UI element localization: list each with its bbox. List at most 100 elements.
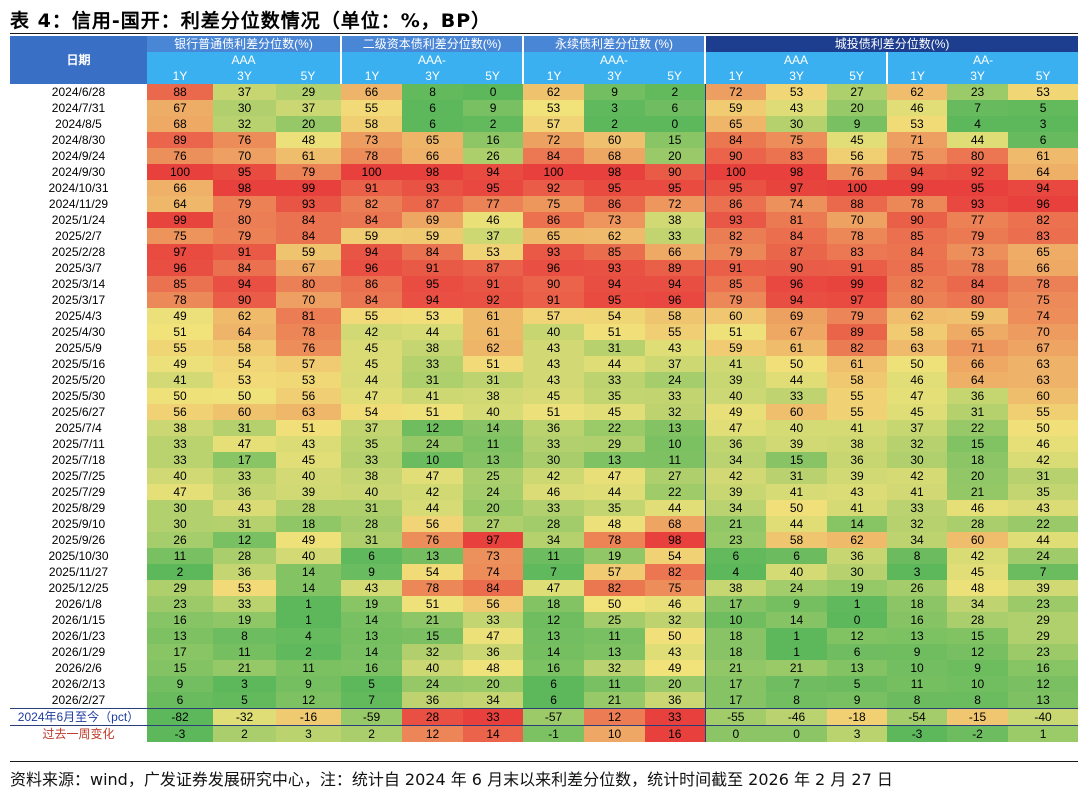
percentile-cell: 65: [947, 324, 1009, 340]
percentile-cell: 14: [341, 612, 403, 628]
percentile-cell: 33: [584, 372, 646, 388]
percentile-cell: 79: [213, 196, 276, 212]
percentile-cell: 79: [704, 292, 767, 308]
percentile-cell: 3: [1008, 116, 1079, 132]
row-date: 2024/6/28: [10, 84, 147, 100]
percentile-cell: 72: [645, 196, 706, 212]
percentile-cell: 30: [827, 564, 888, 580]
percentile-cell: 15: [645, 132, 706, 148]
row-date: 2025/7/11: [10, 436, 147, 452]
percentile-cell: 81: [276, 308, 342, 324]
percentile-cell: 14: [766, 612, 828, 628]
percentile-cell: 62: [887, 84, 948, 100]
percentile-cell: 94: [887, 164, 948, 180]
percentile-cell: 39: [766, 436, 828, 452]
percentile-cell: 5: [213, 692, 276, 709]
percentile-cell: 44: [341, 372, 403, 388]
percentile-cell: 59: [704, 100, 767, 116]
percentile-cell: 0: [463, 84, 524, 100]
stat-cell: -15: [947, 708, 1009, 726]
percentile-cell: 33: [645, 388, 706, 404]
percentile-cell: 62: [213, 308, 276, 324]
percentile-cell: 28: [341, 516, 403, 532]
row-date: 2025/10/30: [10, 548, 147, 564]
percentile-cell: 76: [276, 340, 342, 356]
percentile-cell: 98: [766, 164, 828, 180]
percentile-cell: 47: [463, 628, 524, 644]
percentile-cell: 43: [523, 340, 585, 356]
table-row: 2025/3/14 85 94 80 86 95 91 90 94 94 85 96 99 82 84 78: [10, 276, 1079, 292]
percentile-cell: 96: [147, 260, 213, 276]
percentile-cell: 6: [1008, 132, 1079, 148]
percentile-cell: 51: [704, 324, 767, 340]
percentile-cell: 2: [584, 116, 646, 132]
percentile-cell: 38: [463, 388, 524, 404]
percentile-cell: 39: [827, 468, 888, 484]
table-row: 2026/1/15 16 19 1 14 21 33 12 25 32 10 14 0 16 28 29: [10, 612, 1079, 628]
percentile-cell: 33: [213, 596, 276, 612]
percentile-cell: 46: [1008, 436, 1079, 452]
percentile-cell: 84: [766, 228, 828, 244]
tenor-header: 5Y: [827, 68, 888, 84]
row-date: 2026/1/8: [10, 596, 147, 612]
percentile-cell: 94: [213, 276, 276, 292]
percentile-cell: 89: [645, 260, 706, 276]
table-row: 2026/1/29 17 11 2 14 32 36 14 13 43 18 1 6 9 12 23: [10, 644, 1079, 660]
percentile-cell: 79: [213, 228, 276, 244]
percentile-cell: 64: [213, 324, 276, 340]
percentile-cell: 0: [827, 612, 888, 628]
percentile-cell: 33: [147, 452, 213, 468]
percentile-cell: 72: [704, 84, 767, 100]
percentile-cell: 6: [523, 692, 585, 709]
percentile-cell: 61: [463, 308, 524, 324]
percentile-cell: 61: [766, 340, 828, 356]
percentile-cell: 38: [147, 420, 213, 436]
stat-cell: 2: [213, 725, 276, 742]
percentile-cell: 37: [463, 228, 524, 244]
percentile-cell: 45: [341, 340, 403, 356]
percentile-cell: 96: [341, 260, 403, 276]
percentile-cell: 97: [147, 244, 213, 260]
percentile-cell: 12: [402, 420, 464, 436]
percentile-cell: 25: [463, 468, 524, 484]
percentile-cell: 46: [887, 100, 948, 116]
stat-cell: -3: [147, 725, 213, 742]
percentile-cell: 33: [766, 388, 828, 404]
percentile-cell: 36: [213, 484, 276, 500]
percentile-cell: 45: [276, 452, 342, 468]
percentile-cell: 66: [341, 84, 403, 100]
percentile-cell: 75: [766, 132, 828, 148]
percentile-cell: 13: [523, 628, 585, 644]
percentile-cell: 34: [463, 692, 524, 709]
percentile-cell: 44: [584, 356, 646, 372]
percentile-cell: 0: [645, 116, 706, 132]
percentile-cell: 76: [213, 132, 276, 148]
percentile-cell: 9: [766, 596, 828, 612]
stat-cell: -18: [827, 708, 888, 726]
percentile-cell: 48: [947, 580, 1009, 596]
percentile-cell: 33: [523, 436, 585, 452]
percentile-cell: 100: [147, 164, 213, 180]
percentile-cell: 6: [766, 548, 828, 564]
percentile-cell: 75: [147, 228, 213, 244]
percentile-cell: 40: [463, 404, 524, 420]
percentile-cell: 27: [463, 516, 524, 532]
table-row: 2024/11/29 64 79 93 82 87 77 75 86 72 86 74 88 78 93 96: [10, 196, 1079, 212]
percentile-cell: 31: [213, 516, 276, 532]
percentile-cell: 54: [213, 356, 276, 372]
percentile-cell: 23: [1008, 596, 1079, 612]
percentile-cell: 93: [704, 212, 767, 228]
percentile-cell: 70: [827, 212, 888, 228]
percentile-cell: 57: [523, 308, 585, 324]
date-header: 日期: [10, 36, 147, 84]
percentile-cell: 74: [766, 196, 828, 212]
percentile-cell: 16: [1008, 660, 1079, 676]
percentile-cell: 54: [645, 548, 706, 564]
percentile-cell: 39: [704, 484, 767, 500]
stat-cell: 10: [584, 725, 646, 742]
stat-cell: 0: [704, 725, 767, 742]
stat-cell: 1: [1008, 725, 1079, 742]
percentile-cell: 32: [402, 644, 464, 660]
percentile-cell: 60: [704, 308, 767, 324]
percentile-cell: 81: [766, 212, 828, 228]
